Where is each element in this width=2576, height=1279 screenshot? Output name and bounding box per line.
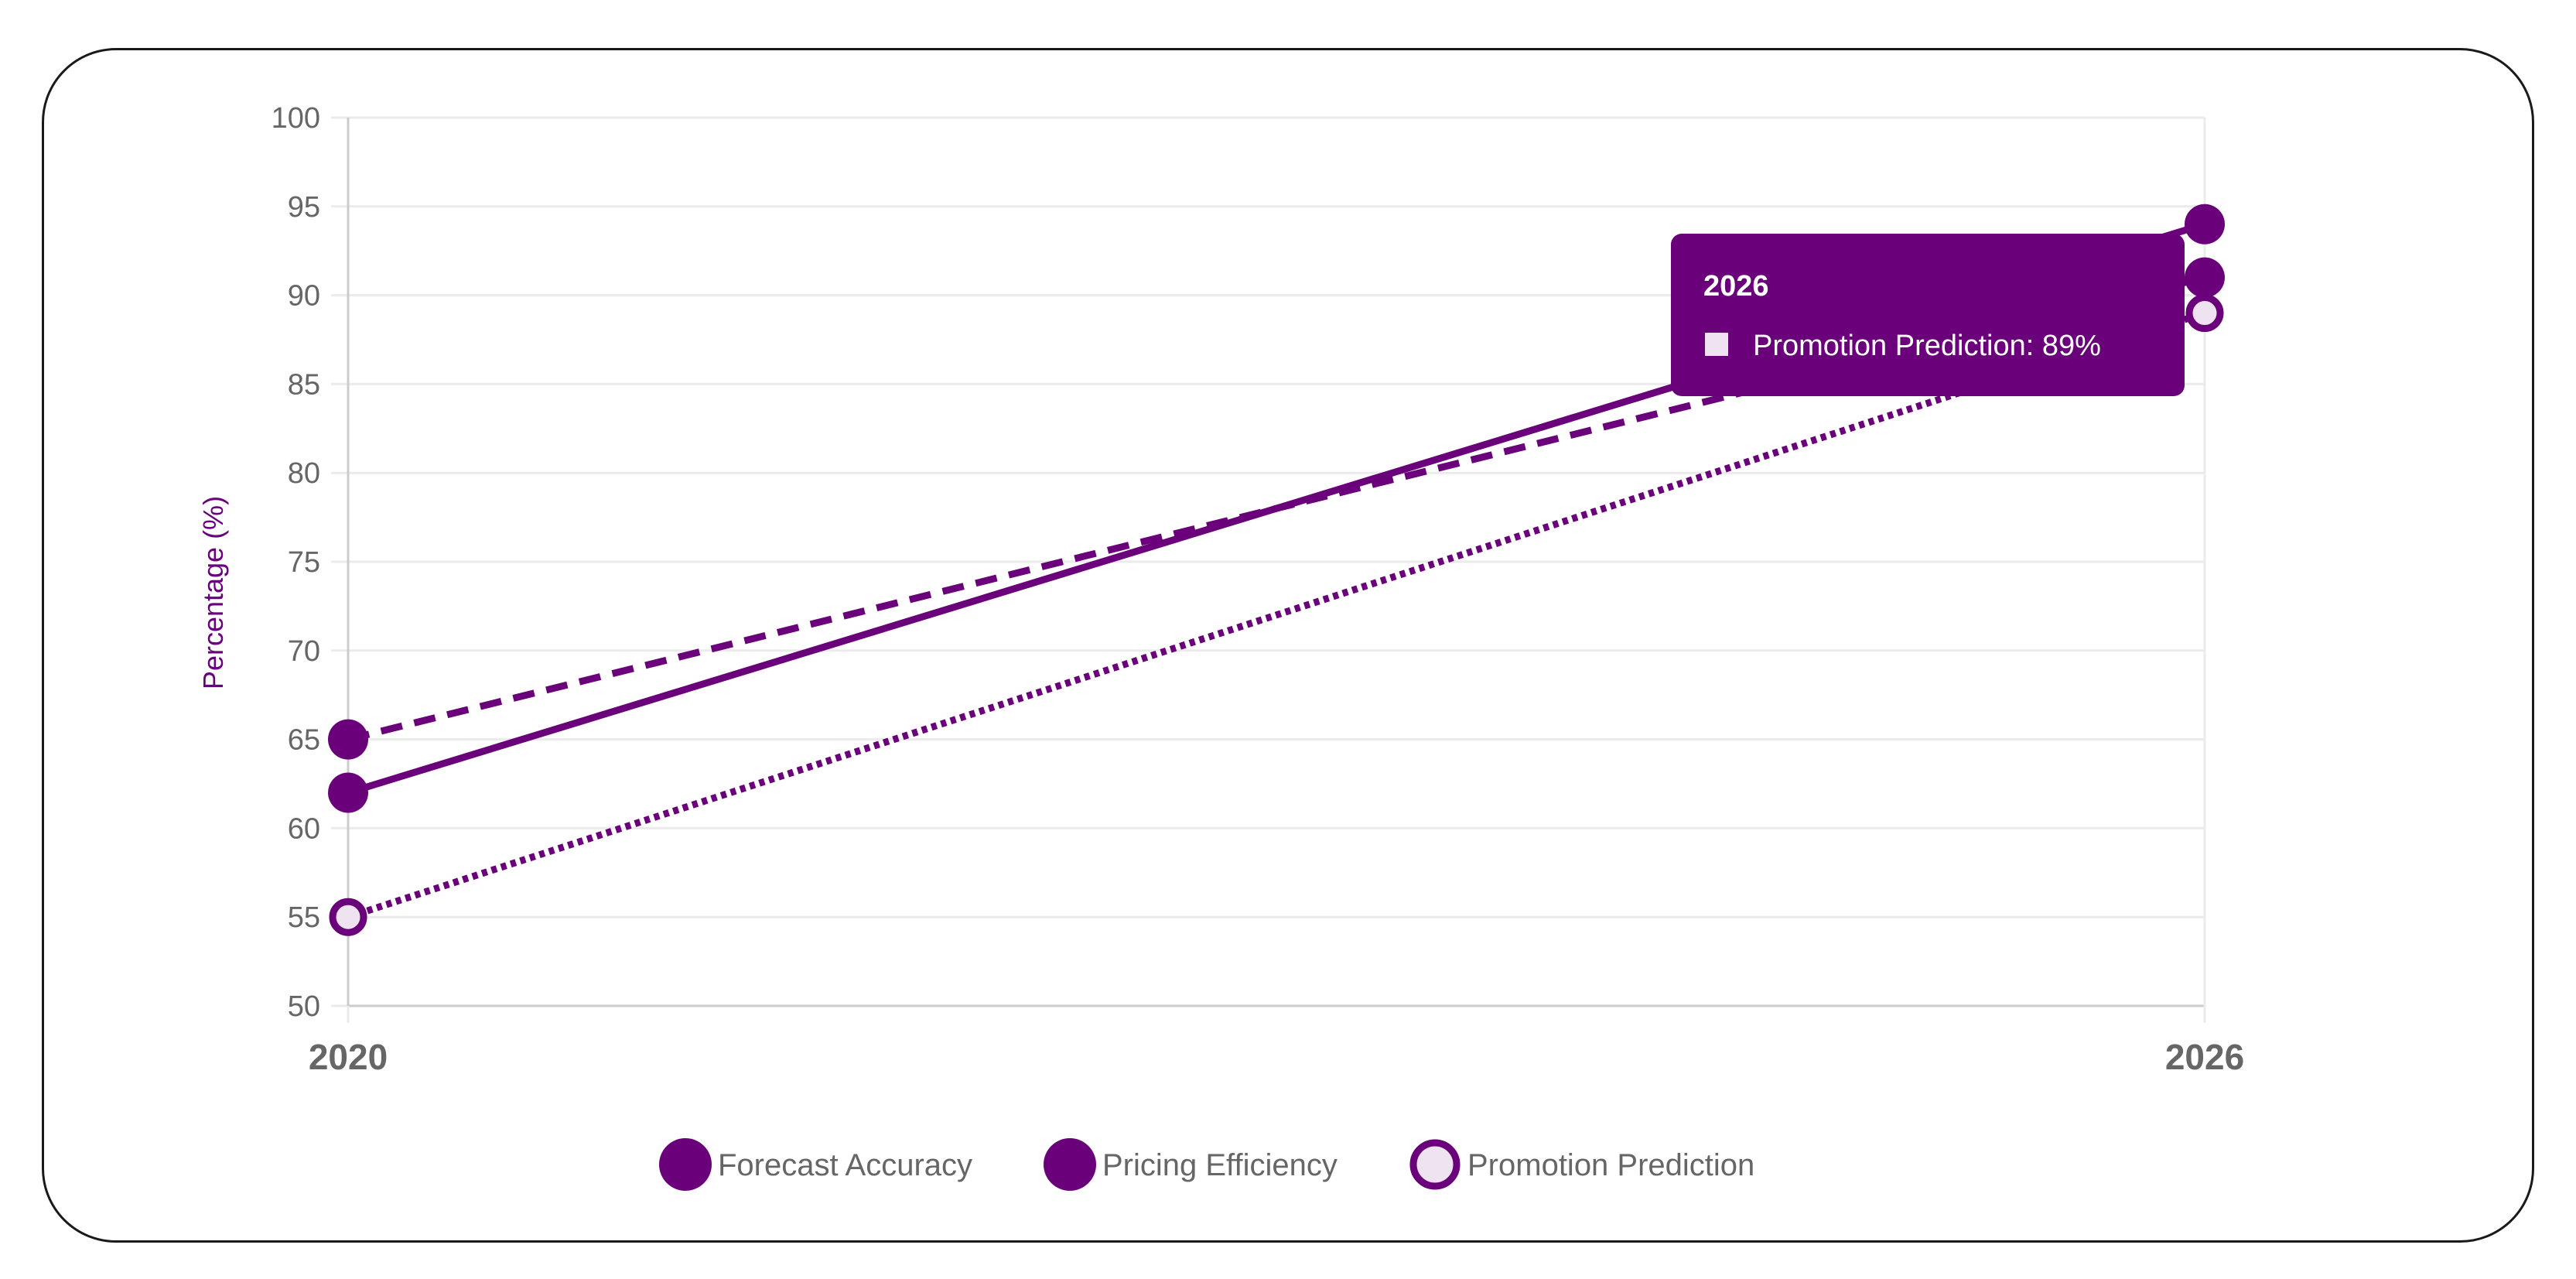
tooltip-title: 2026 xyxy=(1703,270,1769,303)
x-tick-labels: 2020 2026 xyxy=(309,1037,2244,1077)
y-tick-label: 80 xyxy=(288,457,320,490)
y-tick-label: 50 xyxy=(288,990,320,1023)
legend[interactable]: Forecast Accuracy Pricing Efficiency Promo… xyxy=(659,1138,1754,1191)
legend-marker xyxy=(659,1138,712,1191)
x-tick-label: 2020 xyxy=(309,1037,388,1077)
y-tick-label: 60 xyxy=(288,812,320,845)
y-tick-label: 55 xyxy=(288,901,320,934)
legend-marker xyxy=(1409,1139,1461,1190)
gridlines xyxy=(331,116,2205,1007)
y-axis-title: Percentage (%) xyxy=(197,496,229,689)
legend-label: Promotion Prediction xyxy=(1467,1148,1754,1182)
y-tick-label: 100 xyxy=(272,102,320,135)
legend-label: Pricing Efficiency xyxy=(1102,1148,1338,1182)
y-tick-label: 85 xyxy=(288,368,320,401)
legend-item[interactable]: Forecast Accuracy xyxy=(659,1138,972,1191)
y-tick-label: 70 xyxy=(288,635,320,668)
legend-item[interactable]: Promotion Prediction xyxy=(1409,1139,1754,1190)
legend-label: Forecast Accuracy xyxy=(718,1148,972,1182)
y-tick-label: 90 xyxy=(288,280,320,313)
data-point[interactable] xyxy=(328,772,368,813)
tooltip-label: Promotion Prediction: 89% xyxy=(1753,330,2101,362)
tooltip-box xyxy=(1671,234,2185,396)
y-tick-label: 95 xyxy=(288,191,320,224)
data-points[interactable] xyxy=(328,203,2225,936)
series-line-3 xyxy=(347,309,2206,921)
tooltip: 2026 Promotion Prediction: 89% xyxy=(1671,234,2185,396)
legend-marker xyxy=(1044,1138,1096,1191)
data-point[interactable] xyxy=(2185,294,2224,333)
data-point[interactable] xyxy=(2185,257,2225,298)
data-point[interactable] xyxy=(328,719,368,760)
y-tick-label: 75 xyxy=(288,546,320,579)
data-point[interactable] xyxy=(329,898,367,936)
y-tick-label: 65 xyxy=(288,724,320,757)
tooltip-swatch xyxy=(1705,333,1728,356)
x-tick-label: 2026 xyxy=(2165,1037,2244,1077)
y-tick-labels: 50 55 60 65 70 75 80 85 90 95 100 xyxy=(272,102,320,1023)
data-point[interactable] xyxy=(2185,203,2225,245)
legend-item[interactable]: Pricing Efficiency xyxy=(1044,1138,1338,1191)
